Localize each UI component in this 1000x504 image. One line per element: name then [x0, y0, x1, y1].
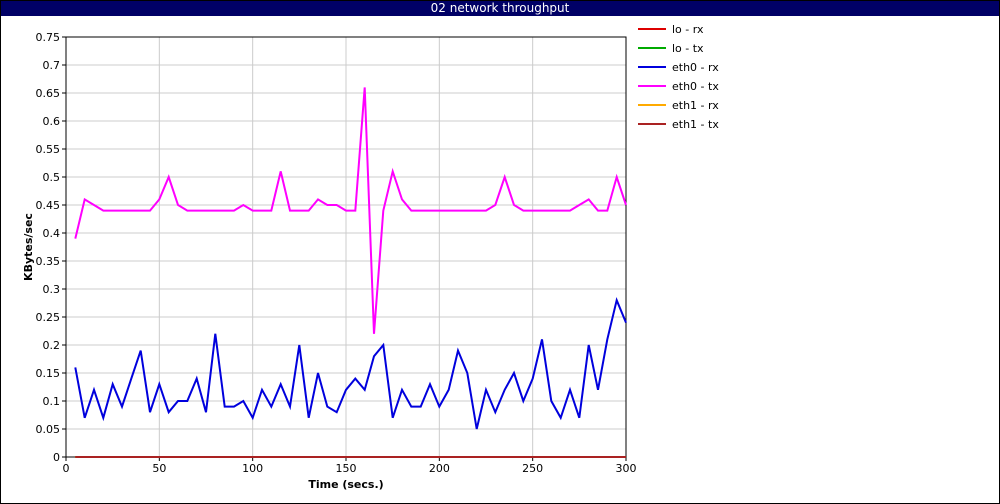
legend-label: lo - tx [672, 42, 704, 55]
x-tick-label: 200 [429, 462, 450, 475]
line-chart: 0 0.05 0.1 0.15 0.2 0.25 0.3 0.35 0.4 0.45 0.5 0.55… [22, 23, 719, 491]
x-tick-label: 100 [242, 462, 263, 475]
y-tick-label: 0.5 [43, 171, 61, 184]
legend-label: eth0 - rx [672, 61, 719, 74]
y-tick-label: 0.45 [36, 199, 61, 212]
grid [65, 36, 627, 458]
y-tick-label: 0.65 [36, 87, 61, 100]
x-tick-label: 250 [522, 462, 543, 475]
x-tick-label: 150 [336, 462, 357, 475]
series [74, 87, 627, 458]
legend-label: lo - rx [672, 23, 704, 36]
y-axis-label: KBytes/sec [22, 213, 35, 281]
series-line-eth0-rx [74, 296, 627, 430]
y-tick-label: 0.55 [36, 143, 61, 156]
legend-label: eth0 - tx [672, 80, 719, 93]
y-tick-label: 0.15 [36, 367, 61, 380]
x-tick-label: 0 [63, 462, 70, 475]
y-tick-label: 0.2 [43, 339, 61, 352]
x-tick-label: 300 [616, 462, 637, 475]
y-tick-label: 0 [53, 451, 60, 464]
y-tick-label: 0.3 [43, 283, 61, 296]
x-tick-label: 50 [152, 462, 166, 475]
y-tick-label: 0.7 [43, 59, 61, 72]
legend: lo - rx lo - tx eth0 - rx eth0 - tx eth1 - r… [638, 23, 719, 131]
y-tick-label: 0.4 [43, 227, 61, 240]
y-tick-label: 0.35 [36, 255, 61, 268]
y-tick-label: 0.6 [43, 115, 61, 128]
y-tick-label: 0.25 [36, 311, 61, 324]
legend-label: eth1 - rx [672, 99, 719, 112]
legend-label: eth1 - tx [672, 118, 719, 131]
x-axis-label: Time (secs.) [308, 478, 383, 491]
y-tick-label: 0.75 [36, 31, 61, 44]
y-tick-label: 0.05 [36, 423, 61, 436]
axes: 0 0.05 0.1 0.15 0.2 0.25 0.3 0.35 0.4 0.45 0.5 0.55… [22, 31, 637, 491]
series-line-eth0-tx [74, 87, 627, 334]
y-tick-label: 0.1 [43, 395, 61, 408]
window-title: 02 network throughput [1, 1, 999, 16]
